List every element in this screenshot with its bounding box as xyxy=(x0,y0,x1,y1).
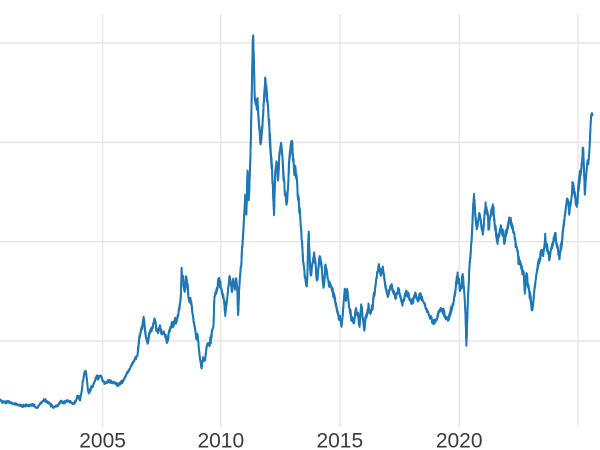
svg-text:2020: 2020 xyxy=(436,430,483,450)
svg-text:2015: 2015 xyxy=(316,430,363,450)
svg-text:2005: 2005 xyxy=(79,430,126,450)
svg-text:2010: 2010 xyxy=(197,430,244,450)
